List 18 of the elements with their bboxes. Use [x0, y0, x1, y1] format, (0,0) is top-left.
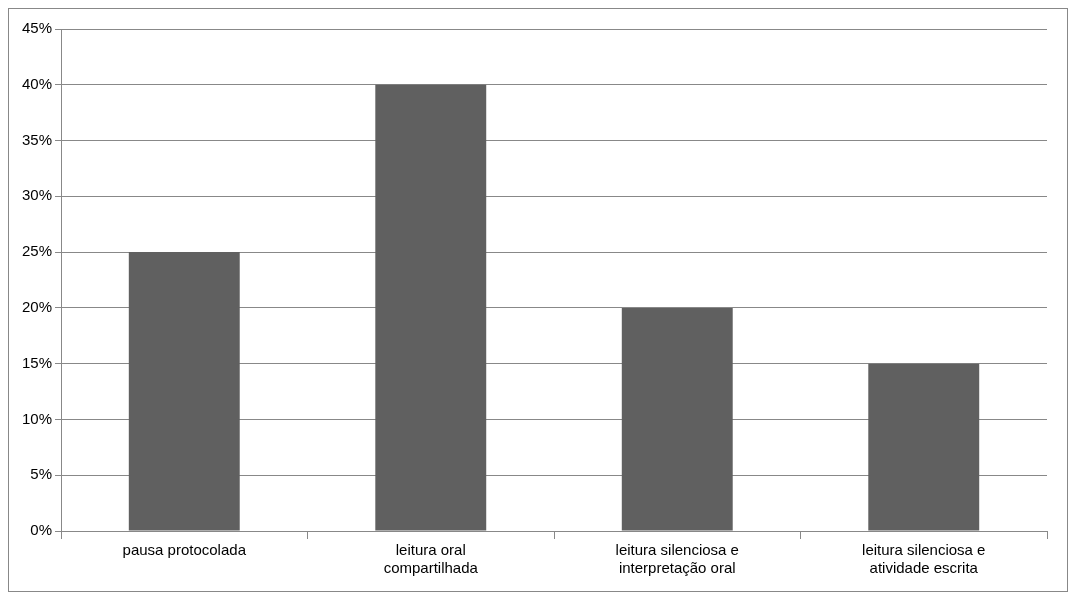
y-tick-label: 30% — [21, 186, 53, 204]
bar — [621, 307, 733, 531]
x-tick-label: leitura silenciosa e atividade escrita — [862, 541, 986, 577]
x-tick-label: pausa protocolada — [122, 541, 247, 559]
y-tick-label: 40% — [21, 74, 53, 92]
y-tick-label: 25% — [21, 242, 53, 260]
x-tick-label: leitura oral compartilhada — [383, 541, 479, 577]
y-tick-label: 45% — [21, 19, 53, 37]
y-tick-label: 20% — [21, 298, 53, 316]
bar — [128, 252, 240, 531]
y-tick-label: 35% — [21, 130, 53, 148]
x-tick-label: leitura silenciosa e interpretação oral — [615, 541, 739, 577]
y-tick-label: 0% — [30, 521, 53, 539]
y-tick-label: 5% — [30, 465, 53, 483]
y-tick-label: 10% — [21, 409, 53, 427]
bar — [375, 84, 487, 531]
bar — [868, 363, 980, 531]
y-tick-label: 15% — [21, 353, 53, 371]
